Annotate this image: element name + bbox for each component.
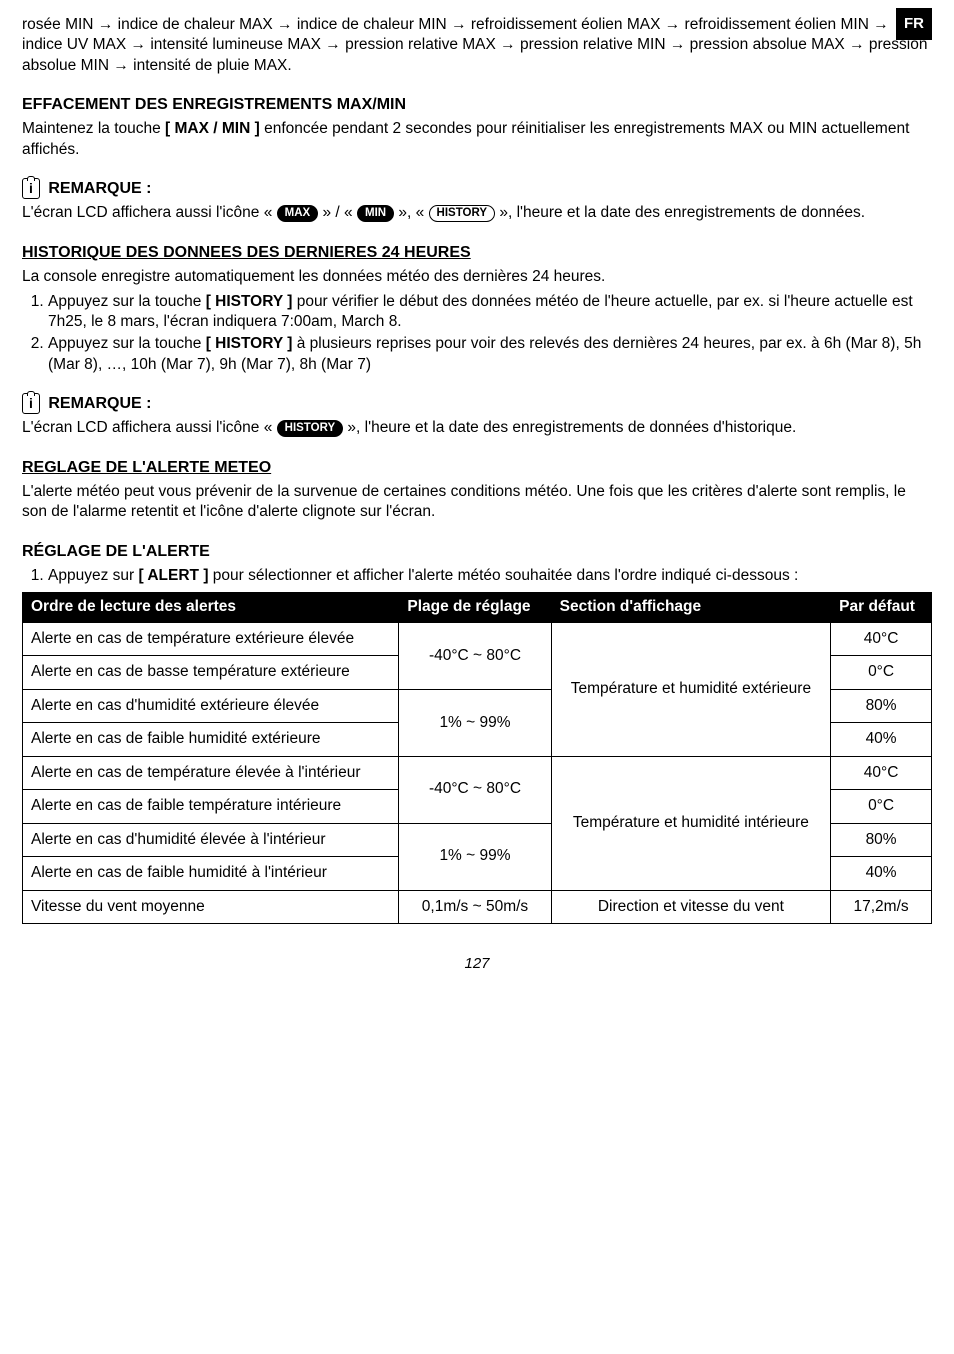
cell-default: 80% [831,689,932,722]
cell-range: 1% ~ 99% [399,823,551,890]
table-header-row: Ordre de lecture des alertes Plage de ré… [23,593,932,622]
pill-max: MAX [277,205,319,222]
cell-default: 0°C [831,790,932,823]
info-icon: i [22,178,40,198]
cell-default: 40% [831,723,932,756]
cell-default: 80% [831,823,932,856]
fr-badge: FR [896,8,932,40]
th-default: Par défaut [831,593,932,622]
cell-section: Direction et vitesse du vent [551,890,831,923]
cell-label: Alerte en cas d'humidité extérieure élev… [23,689,399,722]
cell-label: Vitesse du vent moyenne [23,890,399,923]
th-section: Section d'affichage [551,593,831,622]
th-order: Ordre de lecture des alertes [23,593,399,622]
hist-list: Appuyez sur la touche [ HISTORY ] pour v… [22,292,932,376]
cell-label: Alerte en cas de basse température extér… [23,656,399,689]
cell-label: Alerte en cas de température élevée à l'… [23,756,399,789]
cell-default: 0°C [831,656,932,689]
page-number: 127 [22,954,932,974]
top-sequence: rosée MIN → indice de chaleur MAX → indi… [22,15,932,76]
hist-title: HISTORIQUE DES DONNEES DES DERNIERES 24 … [22,242,932,263]
th-range: Plage de réglage [399,593,551,622]
cell-label: Alerte en cas de faible humidité à l'int… [23,857,399,890]
cell-label: Alerte en cas de faible température inté… [23,790,399,823]
table-row: Alerte en cas de température élevée à l'… [23,756,932,789]
cell-section: Température et humidité extérieure [551,622,831,756]
pill-history: HISTORY [429,205,495,222]
list-item: Appuyez sur la touche [ HISTORY ] pour v… [48,292,932,333]
pill-history-dark: HISTORY [277,420,343,437]
list-item: Appuyez sur [ ALERT ] pour sélectionner … [48,566,932,586]
alerts-table: Ordre de lecture des alertes Plage de ré… [22,592,932,924]
rem1-body: L'écran LCD affichera aussi l'icône « MA… [22,203,932,223]
pill-min: MIN [357,205,394,222]
cell-range: 1% ~ 99% [399,689,551,756]
hist-p1: La console enregistre automatiquement le… [22,267,932,287]
eff-title: EFFACEMENT DES ENREGISTREMENTS MAX/MIN [22,94,932,115]
cell-section: Température et humidité intérieure [551,756,831,890]
regal-list: Appuyez sur [ ALERT ] pour sélectionner … [22,566,932,586]
cell-range: 0,1m/s ~ 50m/s [399,890,551,923]
reg-title: REGLAGE DE L'ALERTE METEO [22,457,932,478]
cell-label: Alerte en cas d'humidité élevée à l'inté… [23,823,399,856]
rem2-title: i REMARQUE : [22,393,932,414]
cell-range: -40°C ~ 80°C [399,622,551,689]
rem2-body: L'écran LCD affichera aussi l'icône « HI… [22,418,932,438]
cell-default: 40°C [831,622,932,655]
cell-default: 40% [831,857,932,890]
reg-p1: L'alerte météo peut vous prévenir de la … [22,482,932,523]
cell-default: 40°C [831,756,932,789]
table-row: Alerte en cas de température extérieure … [23,622,932,655]
eff-p1: Maintenez la touche [ MAX / MIN ] enfonc… [22,119,932,160]
cell-label: Alerte en cas de température extérieure … [23,622,399,655]
table-row: Vitesse du vent moyenne 0,1m/s ~ 50m/s D… [23,890,932,923]
cell-label: Alerte en cas de faible humidité extérie… [23,723,399,756]
regal-title: RÉGLAGE DE L'ALERTE [22,541,932,562]
info-icon: i [22,393,40,413]
list-item: Appuyez sur la touche [ HISTORY ] à plus… [48,334,932,375]
cell-range: -40°C ~ 80°C [399,756,551,823]
cell-default: 17,2m/s [831,890,932,923]
rem1-title: i REMARQUE : [22,178,932,199]
